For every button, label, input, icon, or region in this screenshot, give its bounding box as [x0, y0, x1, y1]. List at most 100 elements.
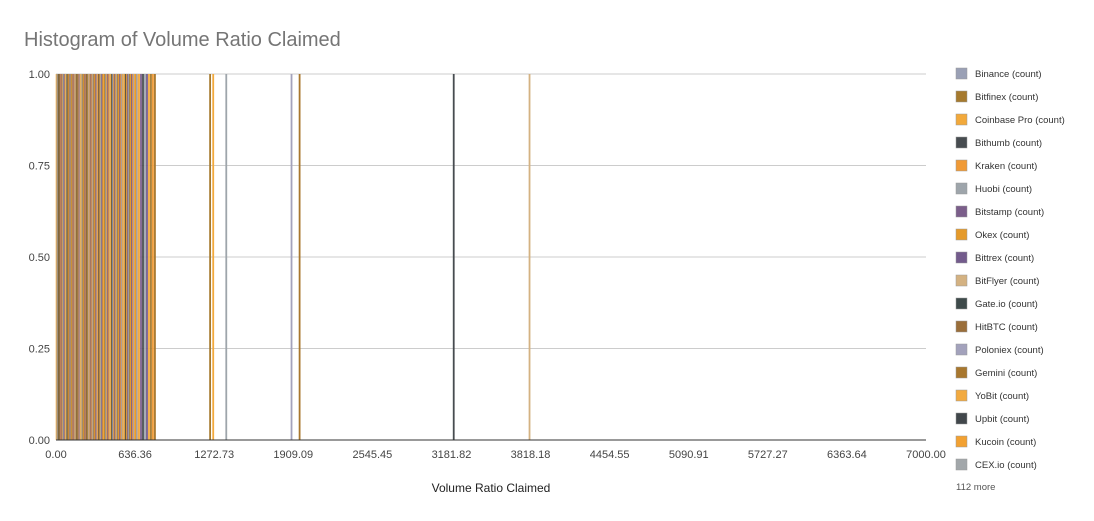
histogram-bar[interactable] [133, 74, 135, 440]
histogram-bar[interactable] [70, 74, 73, 440]
histogram-bar[interactable] [71, 74, 74, 440]
histogram-bar[interactable] [125, 74, 127, 440]
histogram-bar[interactable] [72, 74, 75, 440]
histogram-bar[interactable] [99, 74, 102, 440]
legend-item[interactable]: Upbit (count) [955, 412, 1029, 425]
legend-item[interactable]: YoBit (count) [955, 389, 1029, 402]
histogram-bar[interactable] [85, 74, 88, 440]
histogram-bar[interactable] [65, 74, 68, 440]
legend-item[interactable]: BitFlyer (count) [955, 274, 1039, 287]
histogram-bar[interactable] [78, 74, 81, 440]
histogram-bar[interactable] [59, 74, 62, 440]
histogram-bar[interactable] [96, 74, 99, 440]
histogram-bar[interactable] [94, 74, 97, 440]
histogram-bar[interactable] [120, 74, 123, 440]
histogram-bar[interactable] [142, 74, 144, 440]
legend-item[interactable]: Gate.io (count) [955, 297, 1038, 310]
histogram-bar[interactable] [60, 74, 63, 440]
histogram-bar[interactable] [84, 74, 87, 440]
legend-item[interactable]: Huobi (count) [955, 182, 1032, 195]
histogram-bar[interactable] [124, 74, 127, 440]
legend-item[interactable]: HitBTC (count) [955, 320, 1038, 333]
legend-item[interactable]: Bitfinex (count) [955, 90, 1038, 103]
histogram-bar[interactable] [89, 74, 92, 440]
histogram-bar[interactable] [138, 74, 140, 440]
histogram-bar[interactable] [123, 74, 126, 440]
histogram-bar[interactable] [56, 74, 59, 440]
histogram-bar[interactable] [62, 74, 65, 440]
legend-item[interactable]: Binance (count) [955, 67, 1042, 80]
histogram-bar[interactable] [225, 74, 228, 440]
legend-item[interactable]: Coinbase Pro (count) [955, 113, 1065, 126]
histogram-bar[interactable] [77, 74, 80, 440]
histogram-bar[interactable] [108, 74, 111, 440]
histogram-bar[interactable] [115, 74, 118, 440]
histogram-bar[interactable] [87, 74, 90, 440]
histogram-bar[interactable] [122, 74, 125, 440]
histogram-bar[interactable] [73, 74, 76, 440]
legend-item[interactable]: Poloniex (count) [955, 343, 1044, 356]
histogram-bar[interactable] [105, 74, 108, 440]
histogram-bar[interactable] [290, 74, 293, 440]
histogram-bar[interactable] [97, 74, 100, 440]
histogram-bar[interactable] [152, 74, 154, 440]
legend-more-link[interactable]: 112 more [956, 482, 995, 493]
histogram-bar[interactable] [137, 74, 139, 440]
legend-item[interactable]: Bitstamp (count) [955, 205, 1044, 218]
histogram-bar[interactable] [144, 74, 146, 440]
histogram-bar[interactable] [83, 74, 86, 440]
histogram-bar[interactable] [150, 74, 152, 440]
histogram-bar[interactable] [114, 74, 117, 440]
histogram-bar[interactable] [131, 74, 133, 440]
histogram-bar[interactable] [116, 74, 119, 440]
histogram-bar[interactable] [118, 74, 121, 440]
histogram-bar[interactable] [98, 74, 101, 440]
histogram-bar[interactable] [66, 74, 69, 440]
histogram-bar[interactable] [148, 74, 150, 440]
histogram-bar[interactable] [93, 74, 96, 440]
histogram-bar[interactable] [63, 74, 66, 440]
histogram-bar[interactable] [209, 74, 212, 440]
histogram-bar[interactable] [298, 74, 301, 440]
histogram-bar[interactable] [75, 74, 78, 440]
histogram-bar[interactable] [107, 74, 110, 440]
legend-item[interactable]: Bithumb (count) [955, 136, 1042, 149]
histogram-bar[interactable] [127, 74, 129, 440]
histogram-bar[interactable] [81, 74, 84, 440]
histogram-bar[interactable] [95, 74, 98, 440]
histogram-bar[interactable] [102, 74, 105, 440]
histogram-bar[interactable] [119, 74, 122, 440]
histogram-bar[interactable] [111, 74, 114, 440]
histogram-bar[interactable] [69, 74, 72, 440]
histogram-bar[interactable] [64, 74, 67, 440]
histogram-bar[interactable] [112, 74, 115, 440]
histogram-bar[interactable] [110, 74, 113, 440]
histogram-bar[interactable] [79, 74, 82, 440]
histogram-bar[interactable] [113, 74, 116, 440]
legend-item[interactable]: Bittrex (count) [955, 251, 1034, 264]
histogram-bar[interactable] [61, 74, 64, 440]
histogram-bar[interactable] [128, 74, 130, 440]
legend-item[interactable]: Kraken (count) [955, 159, 1037, 172]
histogram-bar[interactable] [68, 74, 71, 440]
histogram-bar[interactable] [91, 74, 94, 440]
histogram-bar[interactable] [58, 74, 61, 440]
histogram-bar[interactable] [80, 74, 83, 440]
histogram-bar[interactable] [212, 74, 215, 440]
histogram-bar[interactable] [117, 74, 120, 440]
histogram-bar[interactable] [135, 74, 137, 440]
histogram-bar[interactable] [101, 74, 104, 440]
histogram-bar[interactable] [109, 74, 112, 440]
legend-item[interactable]: Gemini (count) [955, 366, 1037, 379]
histogram-bar[interactable] [103, 74, 106, 440]
histogram-bar[interactable] [74, 74, 77, 440]
histogram-bar[interactable] [88, 74, 91, 440]
legend-item[interactable]: Kucoin (count) [955, 435, 1036, 448]
histogram-bar[interactable] [146, 74, 148, 440]
histogram-bar[interactable] [126, 74, 128, 440]
legend-item[interactable]: CEX.io (count) [955, 458, 1037, 471]
histogram-bar[interactable] [132, 74, 134, 440]
histogram-bar[interactable] [528, 74, 531, 440]
histogram-bar[interactable] [57, 74, 60, 440]
legend[interactable]: Binance (count) Bitfinex (count) Coinbase … [955, 67, 1065, 493]
